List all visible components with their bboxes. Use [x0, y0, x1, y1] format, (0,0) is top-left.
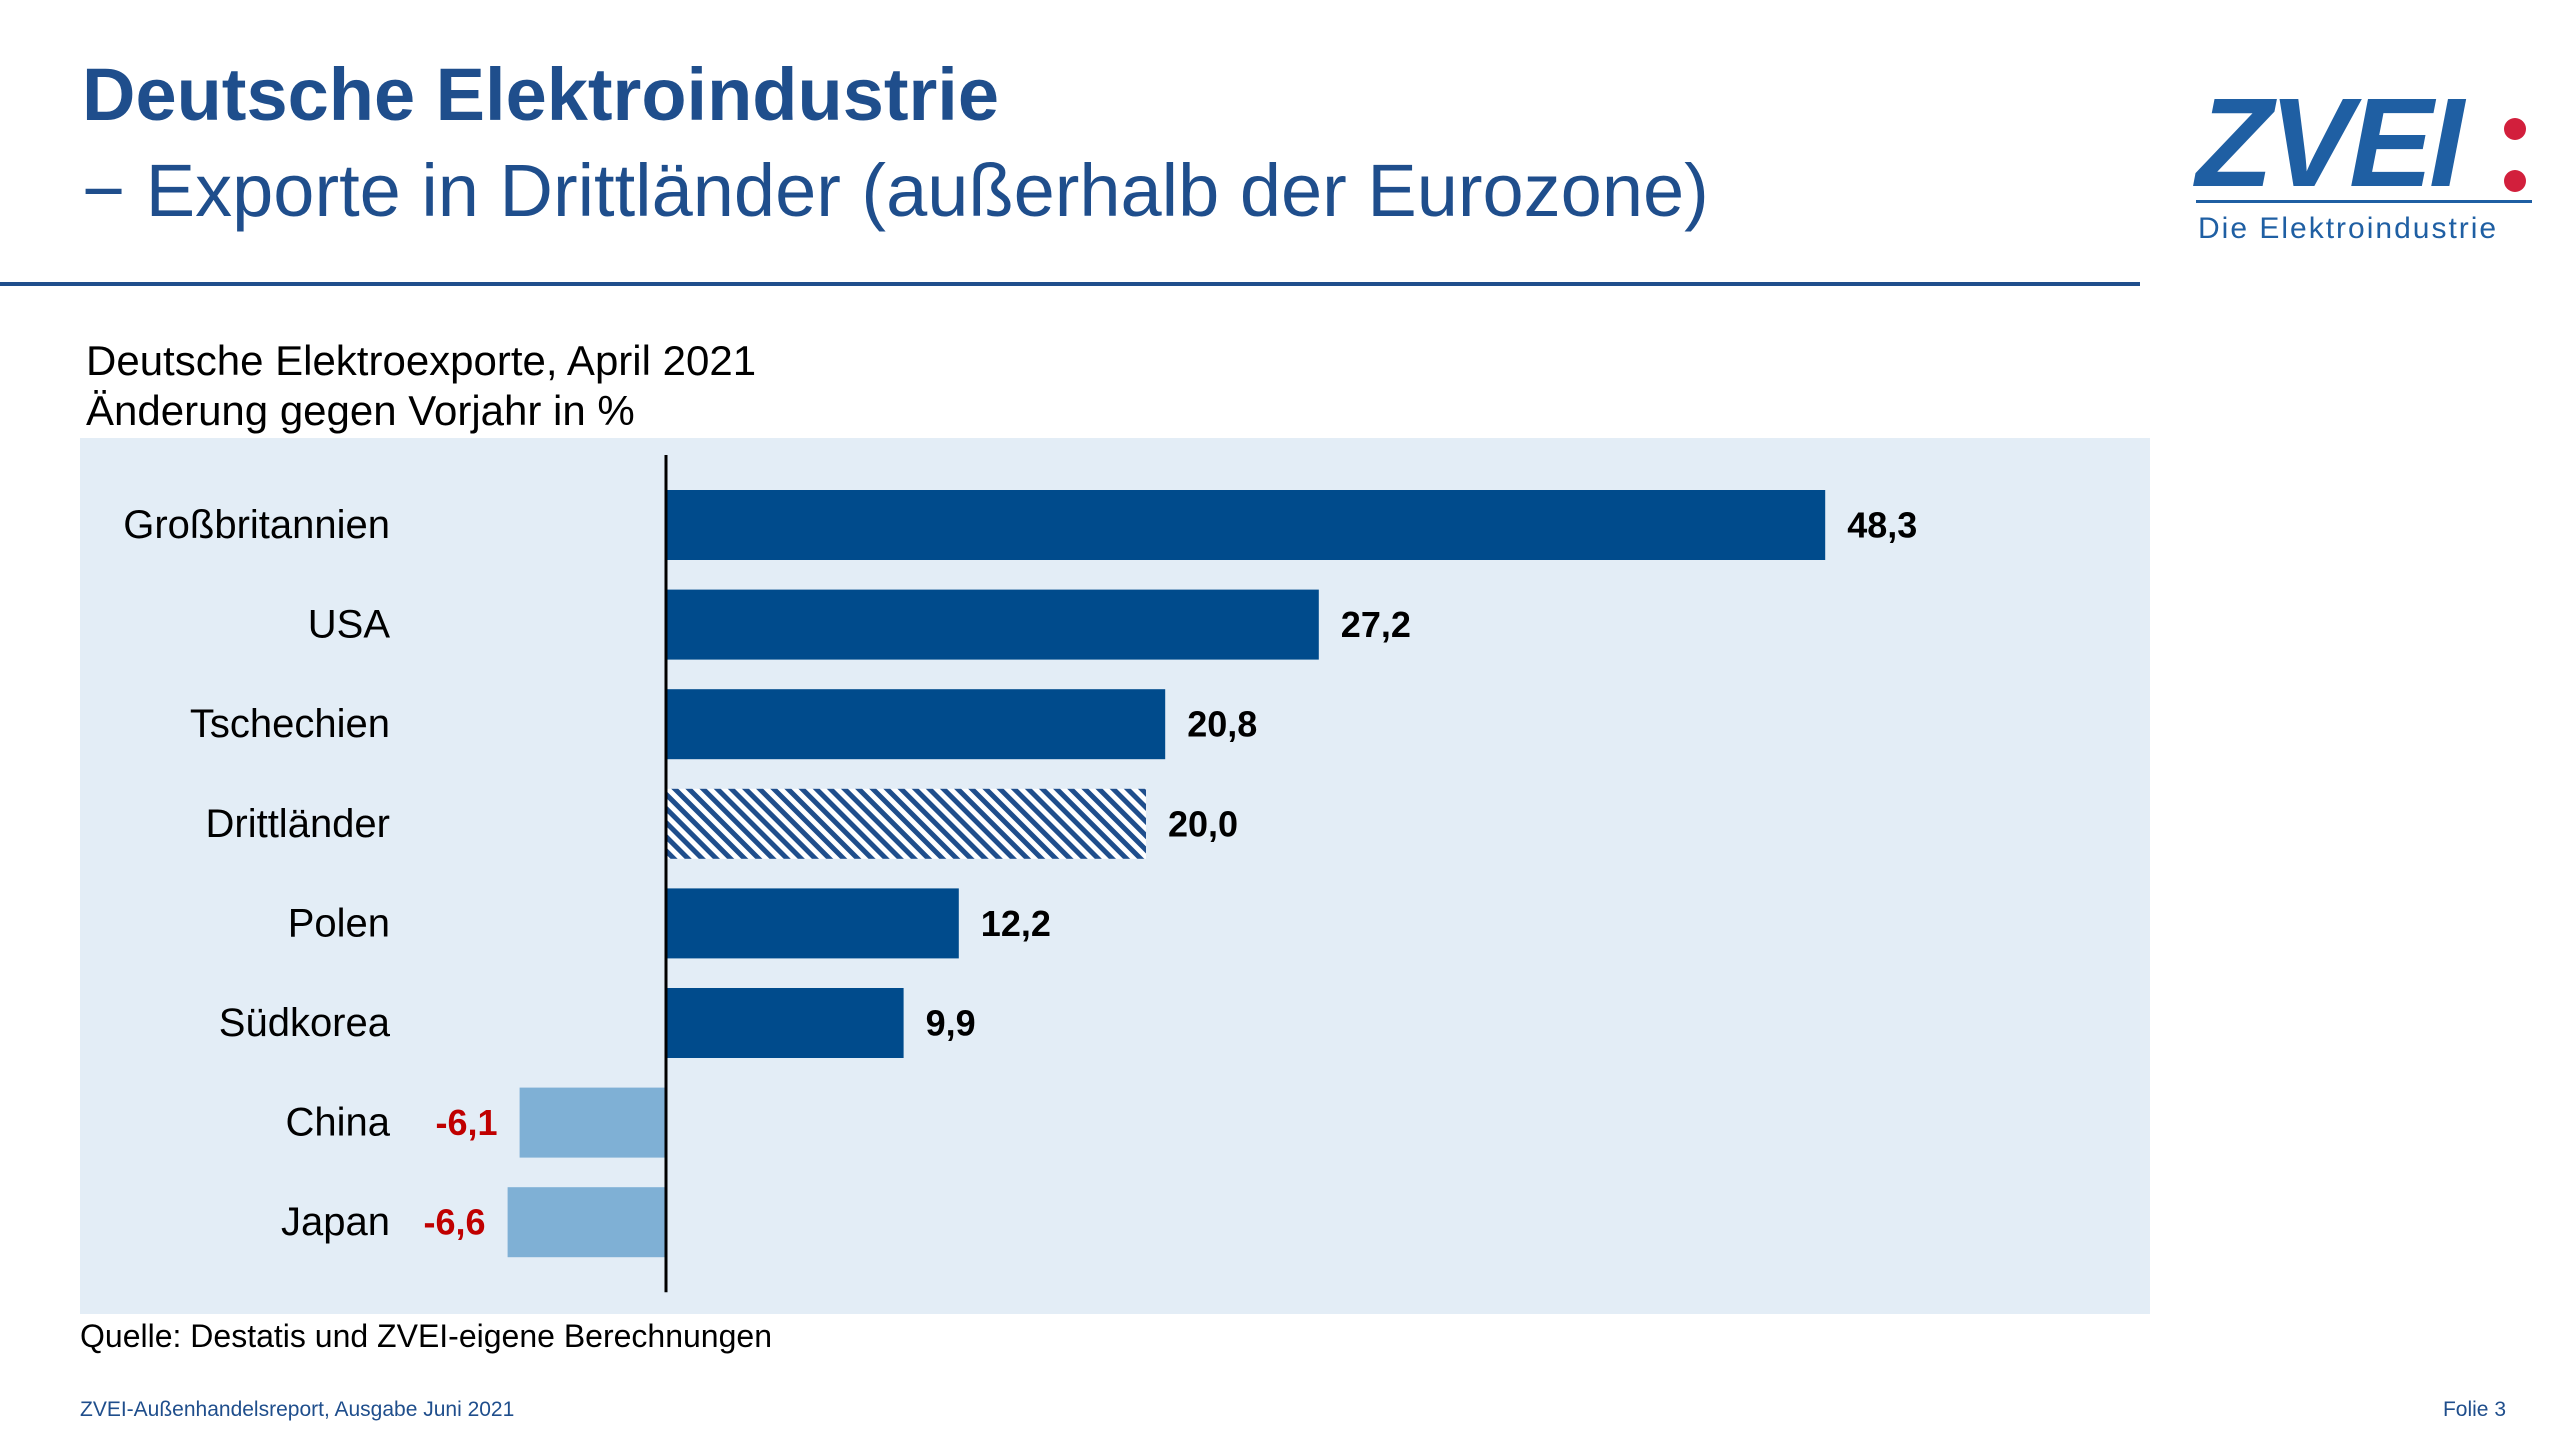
category-label-polen: Polen	[288, 901, 390, 945]
bar-gro-britannien	[666, 490, 1826, 560]
header-divider	[0, 282, 2140, 286]
value-label-china: -6,1	[436, 1102, 498, 1143]
bar-polen	[666, 888, 959, 959]
value-label-polen: 12,2	[981, 903, 1051, 944]
bar-s-dkorea	[666, 988, 904, 1058]
category-label-china: China	[285, 1101, 390, 1145]
bar-tschechien	[666, 689, 1166, 760]
category-label-tschechien: Tschechien	[190, 702, 390, 746]
logo-wordmark: ZVEI	[2196, 72, 2464, 213]
logo-colon-icon	[2504, 118, 2528, 198]
zvei-logo: ZVEI Die Elektroindustrie	[2196, 80, 2536, 260]
category-label-usa: USA	[308, 603, 391, 647]
bar-china	[519, 1087, 666, 1158]
bar-usa	[666, 589, 1319, 660]
value-label-usa: 27,2	[1341, 604, 1411, 645]
chart-title-block: Deutsche Elektroexporte, April 2021 Ände…	[86, 336, 756, 437]
category-label-gro-britannien: Großbritannien	[123, 503, 390, 547]
value-label-gro-britannien: 48,3	[1847, 505, 1917, 546]
logo-underline	[2196, 200, 2532, 203]
value-label-s-dkorea: 9,9	[926, 1003, 976, 1044]
bar-drittl-nder	[666, 788, 1146, 859]
chart-title: Deutsche Elektroexporte, April 2021	[86, 337, 757, 384]
footer-publication: ZVEI-Außenhandelsreport, Ausgabe Juni 20…	[80, 1398, 515, 1421]
chart-panel: Großbritannien 48,3 USA 27,2 Tschechien 20,8 D…	[80, 438, 2150, 1314]
value-label-tschechien: 20,8	[1187, 704, 1257, 745]
logo-subtitle: Die Elektroindustrie	[2198, 212, 2499, 245]
bar-chart: Großbritannien 48,3 USA 27,2 Tschechien 20,8 D…	[123, 455, 1917, 1293]
category-label-s-dkorea: Südkorea	[219, 1001, 391, 1045]
bar-japan	[507, 1187, 666, 1258]
page-title: Deutsche Elektroindustrie	[82, 53, 1000, 136]
value-label-drittl-nder: 20,0	[1168, 803, 1238, 844]
category-label-drittl-nder: Drittländer	[205, 802, 390, 846]
source-note: Quelle: Destatis und ZVEI-eigene Berechn…	[80, 1318, 772, 1354]
page-subtitle: − Exporte in Drittländer (außerhalb der …	[82, 149, 1709, 232]
value-label-japan: -6,6	[424, 1202, 486, 1243]
category-label-japan: Japan	[281, 1200, 390, 1244]
footer-slide-number: Folie 3	[2442, 1398, 2506, 1421]
chart-subtitle: Änderung gegen Vorjahr in %	[86, 387, 635, 435]
